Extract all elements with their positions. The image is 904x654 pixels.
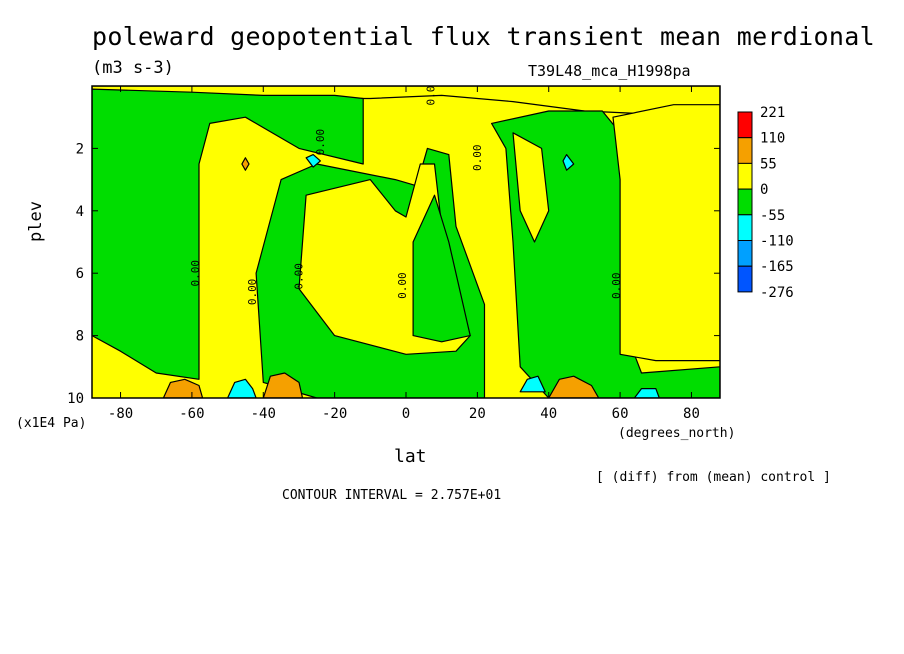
colorbar-label: 221 xyxy=(760,105,785,121)
colorbar-label: -276 xyxy=(760,285,794,301)
x-tick-label: -60 xyxy=(179,406,204,422)
contour-label: 0.00 xyxy=(610,272,623,299)
chart-title: poleward geopotential flux transient mea… xyxy=(92,22,875,51)
y-tick-label: 4 xyxy=(76,204,84,220)
chart-units: (m3 s-3) xyxy=(92,58,174,78)
colorbar-swatch xyxy=(737,162,753,190)
colorbar-swatch xyxy=(737,240,753,267)
colorbar-swatch xyxy=(737,188,753,216)
colorbar-swatch xyxy=(737,214,753,242)
x-tick-label: -40 xyxy=(251,406,276,422)
region-cyan-dot2 xyxy=(562,154,575,171)
region-cyan-sp xyxy=(227,378,257,398)
axes: -80 -60 -40 -20 0 20 40 60 80 2 4 6 8 10 xyxy=(67,85,721,422)
region-cyan-np xyxy=(519,375,546,393)
contour-interval: CONTOUR INTERVAL = 2.757E+01 xyxy=(282,488,502,503)
x-tick-label: -80 xyxy=(108,406,133,422)
y-tick-label: 6 xyxy=(76,266,84,282)
contour-label: 0.00 xyxy=(246,279,259,306)
x-axis-units: (degrees_north) xyxy=(618,426,736,441)
x-tick-label: 40 xyxy=(540,406,557,422)
plot-area: 0.00 0.00 0.00 0.00 0.00 0.00 0.00 0.00 xyxy=(92,79,720,398)
contour-label: 0.00 xyxy=(396,272,409,299)
colorbar-label: -110 xyxy=(760,234,794,250)
contour-label: 0.00 xyxy=(471,145,484,172)
contour-label: 0.00 xyxy=(425,79,438,106)
colorbar-label: 0 xyxy=(760,182,768,198)
contour-label: 0.00 xyxy=(314,129,327,156)
region-orange-dot xyxy=(241,157,250,171)
y-tick-label: 2 xyxy=(76,141,84,157)
colorbar: 221 110 55 0 -55 -110 -165 -276 xyxy=(737,105,794,301)
region-green-center-inner xyxy=(412,194,471,343)
colorbar-label: -55 xyxy=(760,208,785,224)
colorbar-label: -165 xyxy=(760,259,794,275)
colorbar-swatch xyxy=(737,111,753,139)
region-cyan-dot1 xyxy=(305,154,321,168)
region-orange-sp2 xyxy=(262,372,304,398)
y-axis-units: (x1E4 Pa) xyxy=(16,416,87,431)
y-tick-label: 10 xyxy=(67,391,84,407)
x-tick-label: -20 xyxy=(322,406,347,422)
region-cyan-np2 xyxy=(633,388,660,398)
x-tick-label: 60 xyxy=(612,406,629,422)
region-yellow-north xyxy=(612,104,720,362)
diff-note: [ (diff) from (mean) control ] xyxy=(596,470,831,485)
x-tick-label: 80 xyxy=(683,406,700,422)
x-tick-label: 20 xyxy=(469,406,486,422)
x-tick-label: 0 xyxy=(402,406,410,422)
run-label: T39L48_mca_H1998pa xyxy=(528,62,691,80)
colorbar-label: 110 xyxy=(760,131,785,147)
colorbar-label: 55 xyxy=(760,156,777,172)
contour-label: 0.00 xyxy=(293,263,306,290)
colorbar-swatch xyxy=(737,137,753,164)
region-yellow-sub-north xyxy=(512,132,550,243)
region-green-south xyxy=(92,88,364,380)
contour-label: 0.00 xyxy=(189,260,202,287)
colorbar-swatch xyxy=(737,265,753,293)
region-orange-np xyxy=(548,375,600,398)
y-tick-label: 8 xyxy=(76,329,84,345)
region-green-north xyxy=(491,110,720,398)
x-axis-label: lat xyxy=(394,446,427,467)
region-orange-sp1 xyxy=(162,378,204,398)
